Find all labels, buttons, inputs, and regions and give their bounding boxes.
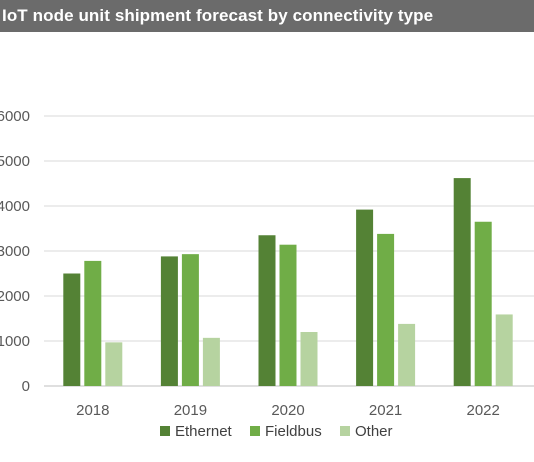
- x-axis-ticks: 2018 2019 2020 2021 2022: [76, 402, 500, 419]
- bar-fieldbus-2019: [181, 254, 199, 386]
- bar-ethernet-2021: [356, 209, 374, 386]
- legend-label-other: Other: [355, 423, 393, 440]
- legend-swatch-ethernet: [160, 426, 170, 436]
- bar-fieldbus-2018: [84, 260, 102, 386]
- y-tick-label: 5000: [0, 153, 30, 170]
- x-tick-label: 2021: [369, 402, 402, 419]
- y-tick-label: 1000: [0, 333, 30, 350]
- bar-other-2022: [495, 314, 513, 386]
- bar-other-2020: [300, 332, 318, 386]
- x-tick-label: 2022: [467, 402, 500, 419]
- bar-ethernet-2018: [63, 273, 81, 386]
- x-tick-label: 2018: [76, 402, 109, 419]
- bar-other-2018: [105, 342, 123, 386]
- bar-fieldbus-2022: [474, 221, 492, 386]
- chart-title: IoT node unit shipment forecast by conne…: [2, 6, 434, 25]
- bar-fieldbus-2021: [377, 233, 395, 386]
- legend-swatch-fieldbus: [250, 426, 260, 436]
- y-tick-label: 4000: [0, 198, 30, 215]
- legend-label-fieldbus: Fieldbus: [265, 423, 322, 440]
- y-tick-label: 0: [22, 378, 30, 395]
- legend-swatch-other: [340, 426, 350, 436]
- bar-other-2019: [202, 337, 220, 386]
- bar-other-2021: [398, 323, 416, 386]
- x-tick-label: 2020: [271, 402, 304, 419]
- legend-label-ethernet: Ethernet: [175, 423, 233, 440]
- y-tick-label: 3000: [0, 243, 30, 260]
- bar-ethernet-2019: [160, 256, 178, 386]
- bar-ethernet-2020: [258, 235, 276, 386]
- chart-title-bar: IoT node unit shipment forecast by conne…: [0, 0, 534, 32]
- bars: [63, 178, 513, 386]
- y-tick-label: 2000: [0, 288, 30, 305]
- x-tick-label: 2019: [174, 402, 207, 419]
- y-tick-label: 6000: [0, 108, 30, 125]
- bar-ethernet-2022: [453, 178, 471, 386]
- y-axis-ticks: 0 1000 2000 3000 4000 5000 6000: [0, 108, 30, 395]
- bar-fieldbus-2020: [279, 244, 297, 386]
- legend: Ethernet Fieldbus Other: [160, 423, 393, 440]
